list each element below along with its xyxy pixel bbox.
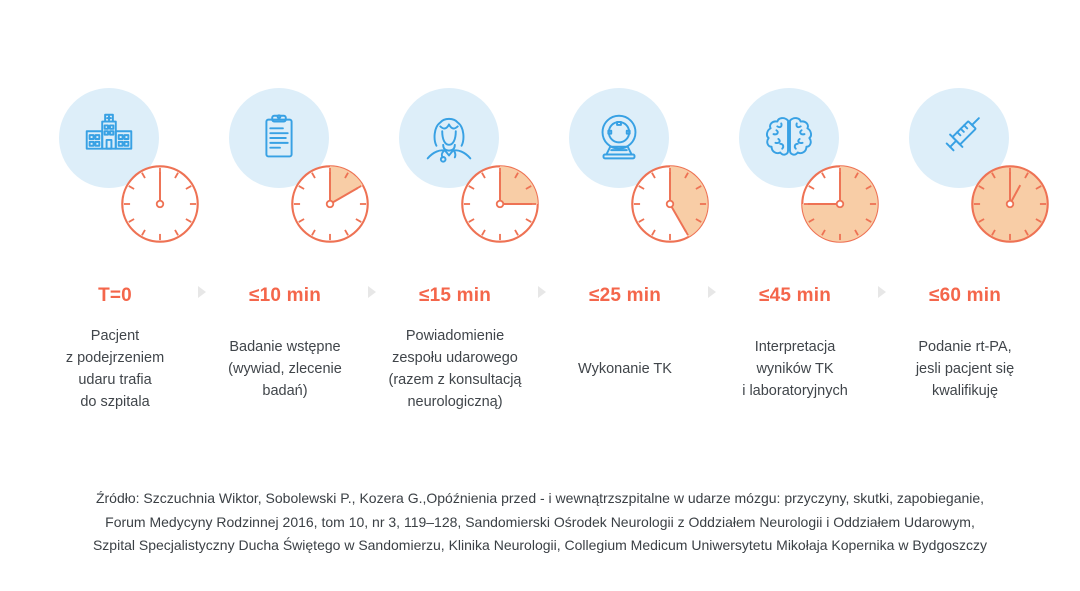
stage-panel: ≤45 min Interpretacja wyników TK i labora… <box>707 88 886 419</box>
stage-icon-cluster <box>200 88 370 245</box>
clock-face <box>291 165 369 243</box>
stage-panel: ≤15 min Powiadomienie zespołu udarowego (… <box>367 88 546 419</box>
clock-face <box>121 165 199 243</box>
next-step-arrow-icon <box>198 286 206 298</box>
stage-time-label: ≤45 min <box>758 285 832 306</box>
stage-time-label: ≤25 min <box>588 285 662 306</box>
stage-time-label: ≤10 min <box>248 285 322 306</box>
stage-clock <box>969 163 1051 245</box>
clock-face <box>461 165 539 243</box>
stage-time-label: T=0 <box>98 285 132 306</box>
stage-clock <box>629 163 711 245</box>
timeline: T=0 Pacjent z podejrzeniem udaru trafia d… <box>30 88 1050 419</box>
next-step-arrow-icon <box>708 286 716 298</box>
stage-panel: ≤60 min Podanie rt-PA, jesli pacjent się … <box>880 88 1050 419</box>
stage-description-wrap: Podanie rt-PA, jesli pacjent się kwalifi… <box>877 319 1053 419</box>
source-line: Forum Medycyny Rodzinnej 2016, tom 10, n… <box>105 513 975 530</box>
stage-description-wrap: Interpretacja wyników TK i laboratoryjny… <box>707 319 883 419</box>
stage-panel: ≤10 min Badanie wstępne (wywiad, zlecenie… <box>197 88 376 419</box>
stage-description: Badanie wstępne (wywiad, zlecenie badań) <box>228 339 342 399</box>
stage-icon-cluster <box>710 88 880 245</box>
stage-time-label: ≤60 min <box>928 285 1002 306</box>
stage-icon-cluster <box>540 88 710 245</box>
stage-description-wrap: Wykonanie TK <box>537 319 713 419</box>
stage-clock <box>799 163 881 245</box>
stage-description-wrap: Pacjent z podejrzeniem udaru trafia do s… <box>27 319 203 419</box>
stage-icon-cluster <box>880 88 1050 245</box>
ct-scanner-icon <box>588 107 650 169</box>
next-step-arrow-icon <box>538 286 546 298</box>
stage-clock <box>119 163 201 245</box>
clipboard-icon <box>248 107 310 169</box>
syringe-icon <box>928 107 990 169</box>
stage-description-wrap: Badanie wstępne (wywiad, zlecenie badań) <box>197 319 373 419</box>
clock-face <box>801 165 879 243</box>
hospital-icon <box>78 107 140 169</box>
brain-icon <box>758 107 820 169</box>
stage-description-wrap: Powiadomienie zespołu udarowego (razem z… <box>367 319 543 419</box>
nurse-icon <box>418 107 480 169</box>
source-line: Źródło: Szczuchnia Wiktor, Sobolewski P.… <box>95 490 985 506</box>
source-line: Szpital Specjalistyczny Ducha Świętego w… <box>92 537 988 553</box>
stage-description: Interpretacja wyników TK i laboratoryjny… <box>742 339 848 399</box>
icon-circle <box>59 88 159 188</box>
stage-clock <box>459 163 541 245</box>
next-step-arrow-icon <box>878 286 886 298</box>
stage-description: Powiadomienie zespołu udarowego (razem z… <box>388 328 522 410</box>
stage-icon-cluster <box>370 88 540 245</box>
stage-description: Podanie rt-PA, jesli pacjent się kwalifi… <box>915 339 1015 399</box>
stage-time-label: ≤15 min <box>418 285 492 306</box>
stage-clock <box>289 163 371 245</box>
stage-panel: T=0 Pacjent z podejrzeniem udaru trafia d… <box>27 88 206 419</box>
stage-description: Wykonanie TK <box>578 361 672 377</box>
next-step-arrow-icon <box>368 286 376 298</box>
clock-face <box>631 165 709 243</box>
clock-face <box>971 165 1049 243</box>
source-citation: Źródło: Szczuchnia Wiktor, Sobolewski P.… <box>0 487 1080 558</box>
stage-panel: ≤25 min Wykonanie TK <box>537 88 716 419</box>
stage-icon-cluster <box>30 88 200 245</box>
stage-description: Pacjent z podejrzeniem udaru trafia do s… <box>65 328 165 410</box>
